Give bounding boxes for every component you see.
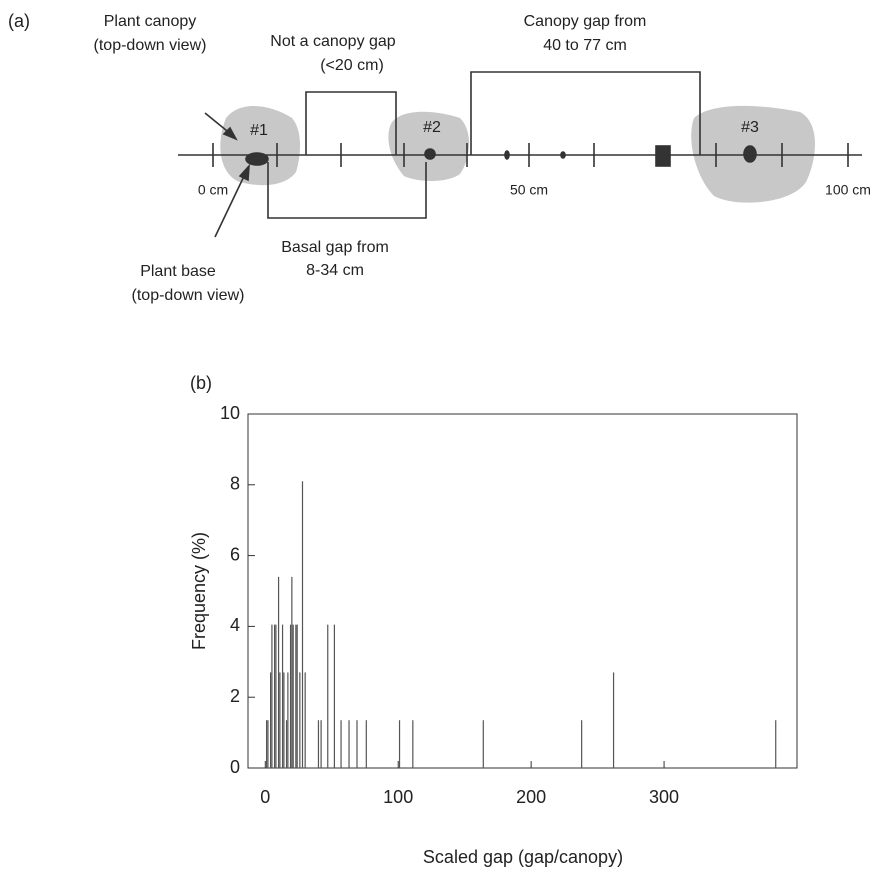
- annotation: Plant canopy: [104, 13, 197, 30]
- annotation: Canopy gap from: [524, 13, 647, 30]
- y-axis-label: Frequency (%): [189, 532, 209, 650]
- y-tick-label: 0: [230, 757, 240, 777]
- annotation: Not a canopy gap: [270, 33, 396, 50]
- canopy: [388, 111, 470, 181]
- panel-label: (b): [190, 373, 212, 393]
- x-tick-label: 100: [383, 787, 413, 807]
- annotation: 40 to 77 cm: [543, 37, 627, 54]
- y-tick-label: 6: [230, 544, 240, 564]
- not-gap-bracket: [305, 91, 397, 155]
- x-tick-label: 200: [516, 787, 546, 807]
- scale-label: 100 cm: [825, 182, 871, 198]
- plant-label: #2: [423, 119, 441, 136]
- scale-label: 50 cm: [510, 182, 548, 198]
- plant-base: [560, 151, 566, 159]
- scale-label: 0 cm: [198, 182, 228, 198]
- y-tick-label: 10: [220, 403, 240, 423]
- annotation: (top-down view): [132, 287, 245, 304]
- y-tick-label: 4: [230, 615, 240, 635]
- annotation: Plant base: [140, 263, 216, 280]
- plant-base: [504, 150, 510, 160]
- panel-a: [178, 71, 862, 238]
- annotation: Basal gap from: [281, 239, 389, 256]
- canopy-gap-bracket: [470, 71, 701, 155]
- transect-ticks: [212, 143, 849, 167]
- x-tick-label: 300: [649, 787, 679, 807]
- annotation: (<20 cm): [320, 57, 384, 74]
- panel-label: (a): [8, 11, 30, 31]
- plot-frame: [247, 413, 798, 769]
- basal-gap-bracket: [267, 162, 427, 219]
- arrow-head: [222, 126, 238, 141]
- plant-label: #3: [741, 119, 759, 136]
- plant-base: [655, 145, 671, 167]
- canopy: [220, 105, 300, 186]
- annotation: 8-34 cm: [306, 262, 364, 279]
- arrow-head: [238, 163, 250, 182]
- plant-label: #1: [250, 122, 268, 139]
- plant-base: [245, 152, 269, 166]
- y-tick-label: 8: [230, 474, 240, 494]
- x-tick-label: 0: [260, 787, 270, 807]
- panel-b: (b) Scaled gap (gap/canopy) Frequency (%…: [189, 373, 798, 867]
- plant-base: [424, 148, 436, 160]
- arrow: [214, 171, 247, 238]
- y-tick-label: 2: [230, 686, 240, 706]
- annotation: (top-down view): [94, 37, 207, 54]
- plant-base: [743, 145, 757, 163]
- x-axis-label: Scaled gap (gap/canopy): [423, 847, 623, 867]
